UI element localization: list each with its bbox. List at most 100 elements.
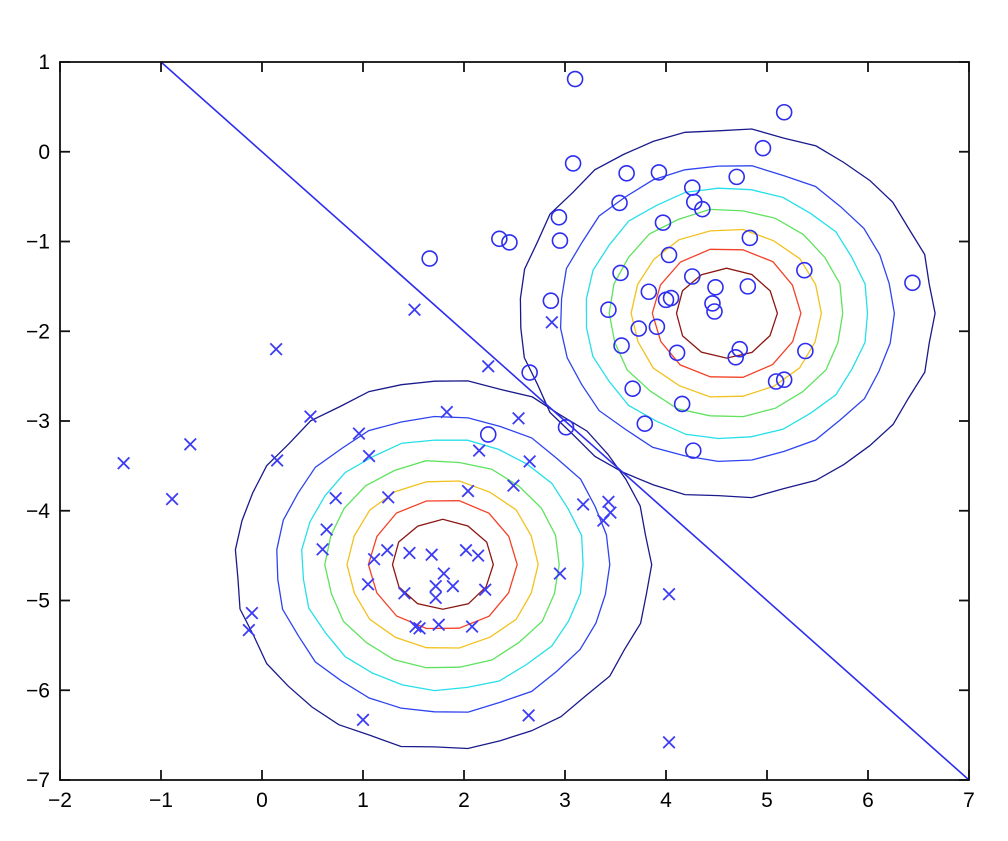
o-marker [704, 295, 721, 312]
o-marker [542, 292, 560, 310]
o-marker [754, 139, 772, 157]
o-marker [796, 261, 813, 279]
x-tick-label: 1 [357, 789, 369, 812]
x-marker [329, 491, 343, 505]
x-tick-label: 6 [862, 789, 874, 812]
contour-ring-cluster-upper-right-level-2 [630, 228, 823, 398]
o-marker [694, 200, 711, 218]
o-marker [618, 164, 635, 182]
x-marker [381, 490, 395, 504]
x-marker [403, 546, 416, 560]
y-tick-label: −2 [26, 320, 50, 343]
x-marker [380, 543, 394, 557]
contour-ring-cluster-upper-right-level-0 [675, 267, 779, 359]
o-marker [662, 289, 680, 307]
x-marker [304, 410, 317, 423]
x-marker [437, 567, 451, 581]
y-tick-label: −3 [26, 410, 50, 433]
x-tick-label: 7 [963, 789, 975, 812]
o-marker [611, 194, 628, 212]
contour-ring-cluster-lower-left-level-0 [391, 518, 494, 610]
contour-ring-cluster-upper-right-level-1 [651, 248, 802, 378]
o-marker [521, 364, 538, 381]
x-marker [361, 577, 375, 591]
x-marker [553, 567, 567, 581]
x-tick-label: 0 [256, 789, 268, 812]
o-marker [566, 70, 584, 88]
o-marker [775, 103, 793, 121]
o-marker [550, 208, 568, 226]
contour-ring-cluster-upper-right-level-5 [559, 165, 896, 463]
x-marker [165, 492, 179, 506]
x-marker [523, 454, 537, 468]
x-marker [662, 735, 676, 749]
x-marker [356, 713, 370, 727]
x-marker [269, 342, 283, 356]
o-marker [775, 371, 793, 389]
o-marker [640, 283, 658, 301]
o-marker [668, 344, 686, 362]
contour-ring-cluster-upper-right-level-6 [519, 128, 936, 499]
x-marker [320, 523, 334, 537]
x-tick-label: 2 [458, 789, 470, 812]
y-tick-label: −4 [26, 500, 50, 523]
o-marker [706, 303, 723, 320]
x-marker [270, 454, 284, 467]
o-marker [684, 442, 702, 459]
x-marker [245, 606, 259, 620]
o-marker [728, 168, 746, 186]
o-marker [741, 229, 759, 247]
x-marker [507, 479, 520, 493]
o-marker [479, 426, 497, 443]
x-marker [352, 427, 366, 441]
x-marker [440, 405, 454, 419]
contour-ring-cluster-lower-left-level-6 [234, 380, 653, 750]
o-marker [683, 179, 701, 196]
x-marker [409, 620, 422, 633]
x-marker [601, 495, 615, 509]
o-marker [501, 234, 518, 251]
x-marker [662, 587, 676, 601]
y-tick-label: −7 [26, 769, 50, 792]
o-marker [654, 214, 672, 231]
contour-ring-cluster-lower-left-level-3 [324, 460, 560, 669]
x-tick-label: 5 [761, 789, 773, 812]
decision-boundary-line [160, 61, 970, 781]
x-marker [432, 618, 446, 632]
x-marker [425, 548, 439, 562]
o-marker [660, 246, 678, 264]
x-marker [576, 498, 590, 511]
o-marker [551, 232, 569, 249]
x-marker [465, 620, 479, 633]
x-marker [429, 591, 443, 605]
y-tick-label: −5 [26, 590, 50, 613]
contour-ring-cluster-upper-right-level-4 [585, 187, 869, 440]
y-tick-label: 1 [38, 51, 50, 74]
x-marker [242, 623, 256, 637]
contour-ring-cluster-lower-left-level-4 [301, 439, 584, 692]
o-marker [624, 380, 641, 397]
x-marker [367, 552, 381, 566]
contour-ring-cluster-lower-left-level-2 [346, 480, 539, 649]
x-marker [429, 579, 443, 593]
y-tick-label: 0 [38, 141, 50, 164]
x-marker [413, 621, 426, 635]
x-marker [397, 586, 411, 600]
x-marker [596, 514, 610, 528]
x-marker [408, 303, 421, 317]
x-marker [481, 359, 495, 373]
y-tick-label: −6 [26, 679, 50, 702]
o-marker [421, 250, 438, 267]
o-marker [767, 373, 785, 390]
x-tick-label: −2 [48, 789, 72, 812]
o-marker [673, 395, 691, 413]
x-marker [316, 542, 330, 556]
x-marker [459, 543, 473, 557]
x-marker [522, 708, 536, 722]
x-marker [183, 437, 197, 451]
o-marker [600, 301, 617, 319]
x-marker [446, 579, 460, 593]
x-marker [545, 315, 559, 329]
